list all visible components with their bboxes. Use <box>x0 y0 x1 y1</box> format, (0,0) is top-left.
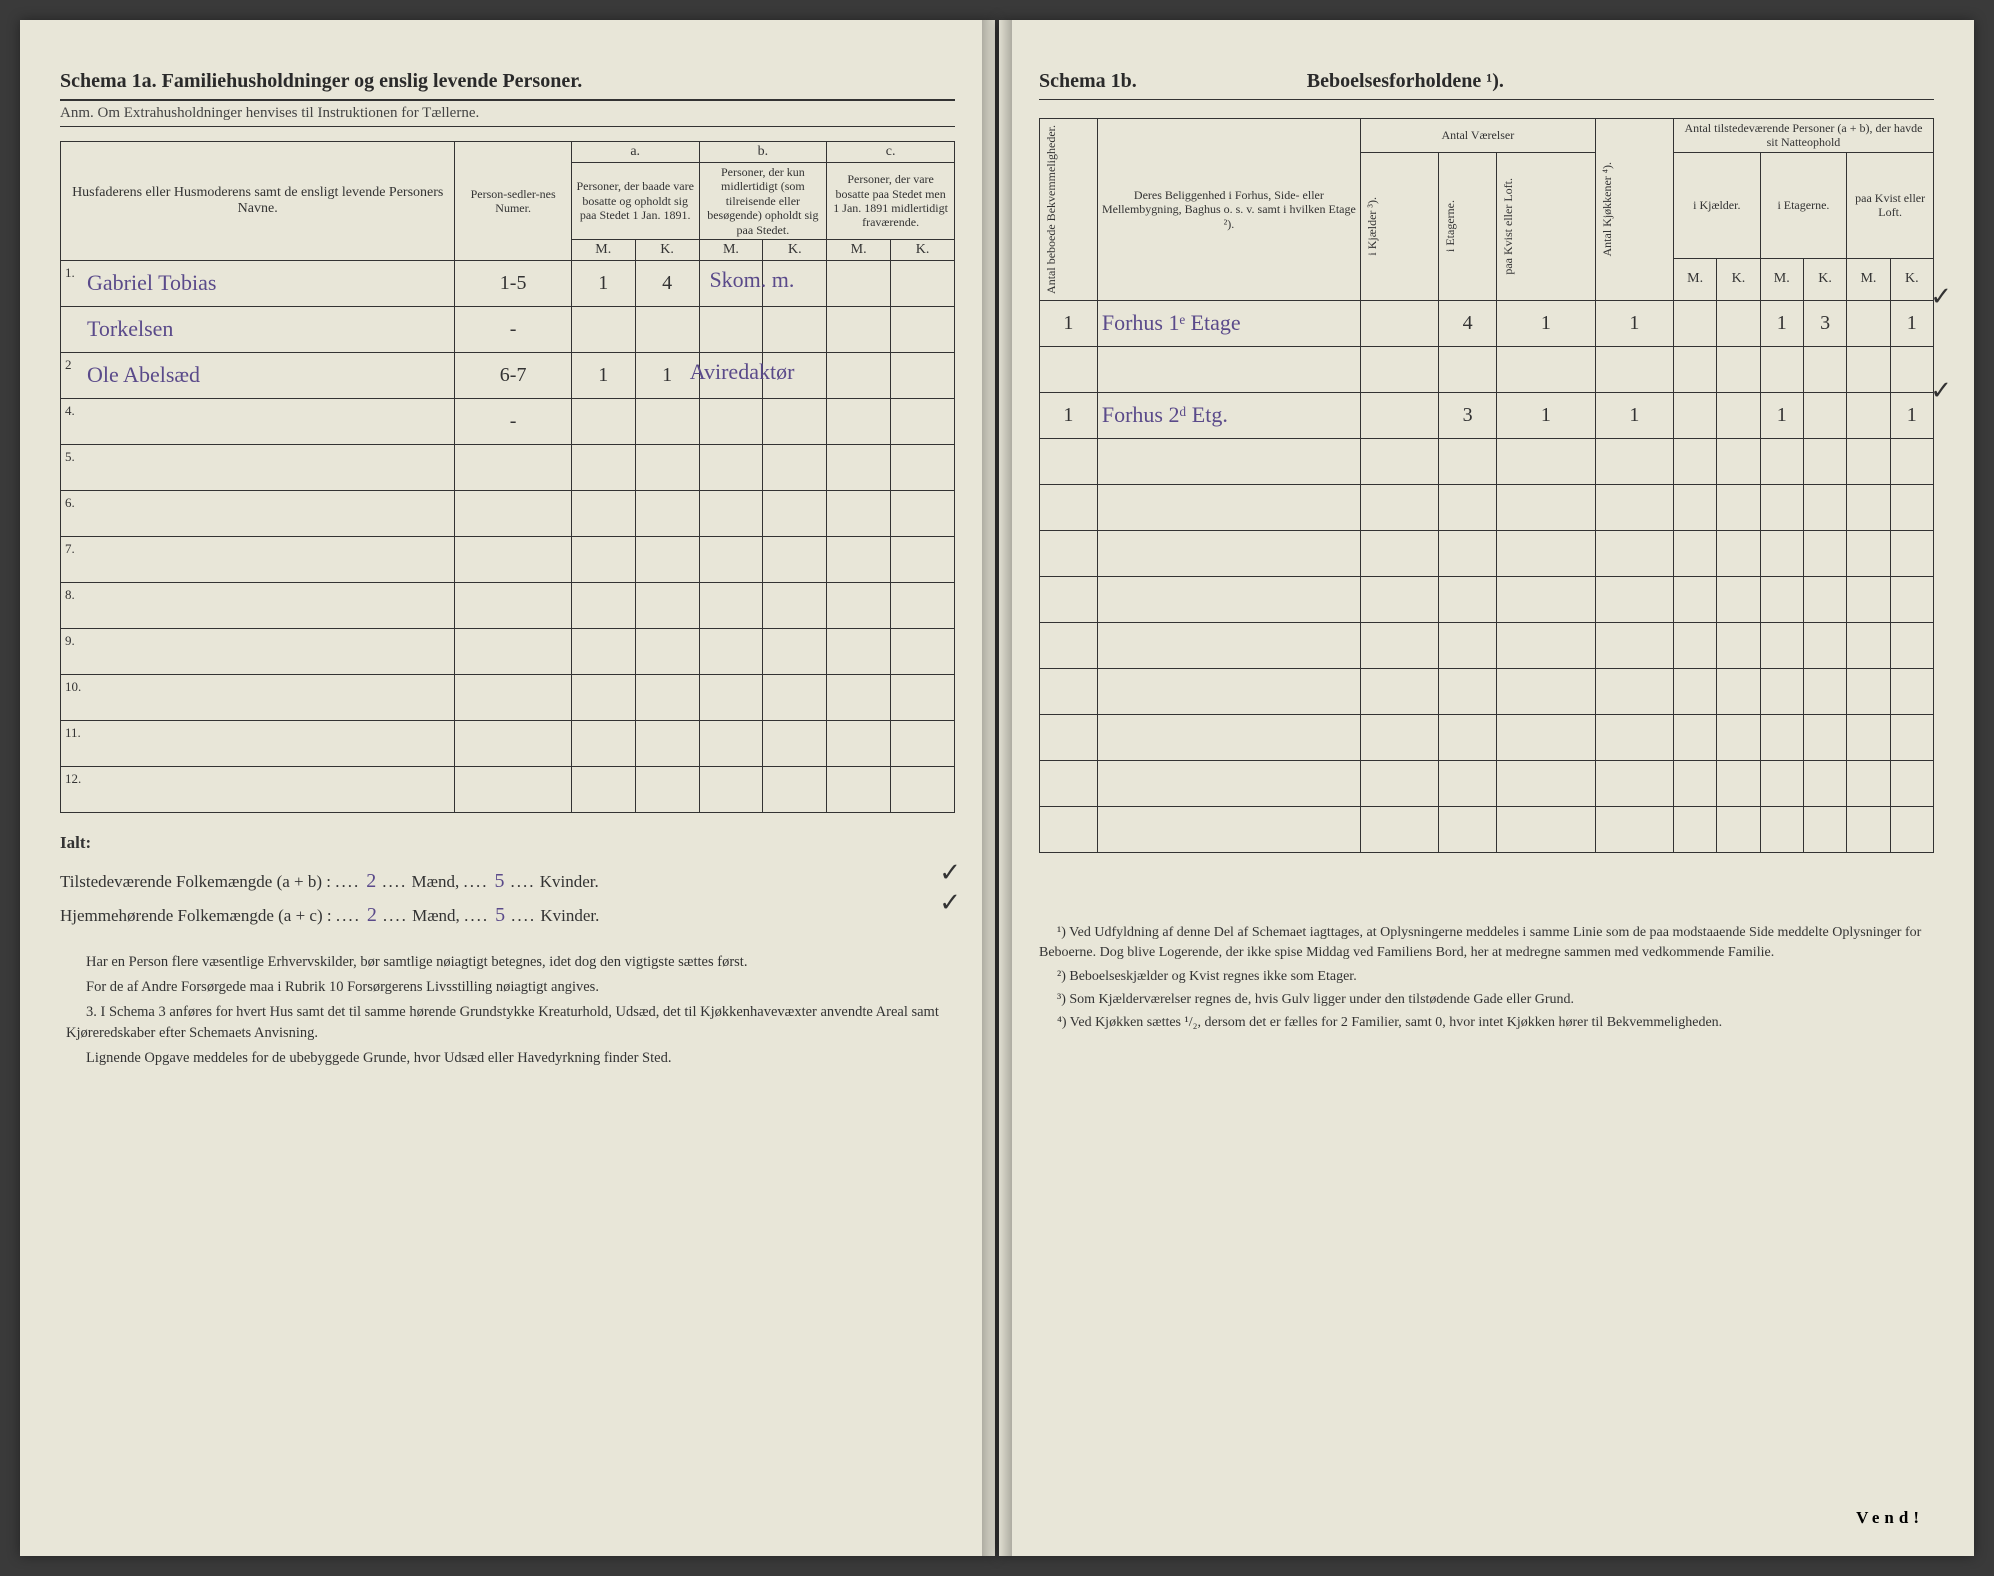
table-row: 4. - <box>61 398 955 444</box>
table-row: 8. <box>61 582 955 628</box>
hdr-paakv: paa Kvist eller Loft. <box>1847 152 1934 258</box>
hdr-bm: M. <box>699 239 763 260</box>
checkmark-icon: ✓ <box>1930 282 1952 312</box>
schema-1a-table: Husfaderens eller Husmoderens samt de en… <box>60 141 955 813</box>
table-row: 1 Forhus 1ᵉ Etage 4 1 1 1 3 1 <box>1040 300 1934 346</box>
hdr-ck: K. <box>891 239 955 260</box>
hdr-m: M. <box>1673 258 1716 300</box>
note-line: For de af Andre Forsørgede maa i Rubrik … <box>66 977 949 998</box>
table-row: Torkelsen - <box>61 306 955 352</box>
note-line: Lignende Opgave meddeles for de ubebygge… <box>66 1048 949 1069</box>
checkmark-icon: ✓ <box>939 881 961 925</box>
schema-1b-table: Antal beboede Bekvemmeligheder. Deres Be… <box>1039 118 1934 853</box>
hdr-b: b. <box>699 142 827 163</box>
hdr-k: K. <box>1890 258 1933 300</box>
schema-1b-title: Schema 1b. <box>1039 70 1137 93</box>
footnote-line: ²) Beboelseskjælder og Kvist regnes ikke… <box>1039 967 1934 987</box>
hdr-m: M. <box>1760 258 1803 300</box>
hdr-bekv: Antal beboede Bekvemmeligheder. <box>1044 121 1059 298</box>
note-line: Har en Person flere væsentlige Erhvervsk… <box>66 952 949 973</box>
hdr-vaerelser: Antal Værelser <box>1360 119 1595 153</box>
hdr-iet: i Etagerne. <box>1760 152 1847 258</box>
hdr-c-sub: Personer, der vare bosatte paa Stedet me… <box>827 163 955 240</box>
table-row: 10. <box>61 674 955 720</box>
ialt-label: Ialt: <box>60 829 955 858</box>
table-row: 5. <box>61 444 955 490</box>
schema-1a-title: Schema 1a. Familiehusholdninger og ensli… <box>60 70 955 93</box>
table-row <box>1040 714 1934 760</box>
right-footnotes: ¹) Ved Udfyldning af denne Del af Schema… <box>1039 923 1934 1033</box>
checkmark-icon: ✓ <box>1930 376 1952 406</box>
footnote-line: ³) Som Kjælderværelser regnes de, hvis G… <box>1039 990 1934 1010</box>
footnote-line: ¹) Ved Udfyldning af denne Del af Schema… <box>1039 923 1934 964</box>
table-row: 1. Gabriel Tobias Skom. m. 1-5 1 4 <box>61 260 955 306</box>
right-page: Schema 1b. Beboelsesforholdene ¹). Antal… <box>999 20 1974 1556</box>
table-row: 12. <box>61 766 955 812</box>
table-row: 9. <box>61 628 955 674</box>
hdr-sedler: Person-sedler-nes Numer. <box>455 142 571 261</box>
table-row <box>1040 760 1934 806</box>
table-row <box>1040 530 1934 576</box>
hdr-et: i Etagerne. <box>1443 196 1458 256</box>
table-row: 2 Ole Abelsæd Aviredaktør 6-7 1 1 <box>61 352 955 398</box>
hdr-kj: i Kjælder ³). <box>1365 193 1380 260</box>
hdr-k: K. <box>1803 258 1846 300</box>
hdr-ak: K. <box>635 239 699 260</box>
schema-1b-title2: Beboelsesforholdene ¹). <box>1307 70 1504 93</box>
hdr-bk: K. <box>763 239 827 260</box>
left-notes: Har en Person flere væsentlige Erhvervsk… <box>60 952 955 1069</box>
hdr-m: M. <box>1847 258 1890 300</box>
hdr-a-sub: Personer, der baade vare bosatte og opho… <box>571 163 699 240</box>
footnote-line: ⁴) Ved Kjøkken sættes ¹/₂, dersom det er… <box>1039 1013 1934 1033</box>
table-row: 1 Forhus 2ᵈ Etg. 3 1 1 1 1 <box>1040 392 1934 438</box>
hdr-a: a. <box>571 142 699 163</box>
table-row: 7. <box>61 536 955 582</box>
table-row <box>1040 484 1934 530</box>
hdr-belig: Deres Beliggenhed i Forhus, Side- eller … <box>1097 119 1360 301</box>
tilstede-line: Tilstedeværende Folkemængde (a + b) : ..… <box>60 864 955 898</box>
vend-label: Vend! <box>1856 1508 1924 1528</box>
hdr-k: K. <box>1717 258 1760 300</box>
hdr-kv: paa Kvist eller Loft. <box>1501 174 1516 279</box>
table-row <box>1040 438 1934 484</box>
totals-block: Ialt: Tilstedeværende Folkemængde (a + b… <box>60 829 955 932</box>
hdr-cm: M. <box>827 239 891 260</box>
hdr-name: Husfaderens eller Husmoderens samt de en… <box>61 142 455 261</box>
hjemme-line: Hjemmehørende Folkemængde (a + c) : ....… <box>60 898 955 932</box>
hdr-c: c. <box>827 142 955 163</box>
table-row <box>1040 806 1934 852</box>
left-page: Schema 1a. Familiehusholdninger og ensli… <box>20 20 995 1556</box>
schema-1a-anm: Anm. Om Extrahusholdninger henvises til … <box>60 99 955 127</box>
table-row: 11. <box>61 720 955 766</box>
hdr-ikj: i Kjælder. <box>1673 152 1760 258</box>
hdr-b-sub: Personer, der kun midlertidigt (som tilr… <box>699 163 827 240</box>
document-spread: Schema 1a. Familiehusholdninger og ensli… <box>20 20 1974 1556</box>
table-row <box>1040 622 1934 668</box>
hdr-natt: Antal tilstedeværende Personer (a + b), … <box>1673 119 1933 153</box>
table-row <box>1040 346 1934 392</box>
table-row: 6. <box>61 490 955 536</box>
table-row <box>1040 668 1934 714</box>
table-row <box>1040 576 1934 622</box>
hdr-am: M. <box>571 239 635 260</box>
note-line: 3. I Schema 3 anføres for hvert Hus samt… <box>66 1002 949 1044</box>
hdr-kjok: Antal Kjøkkener ⁴). <box>1600 158 1615 261</box>
